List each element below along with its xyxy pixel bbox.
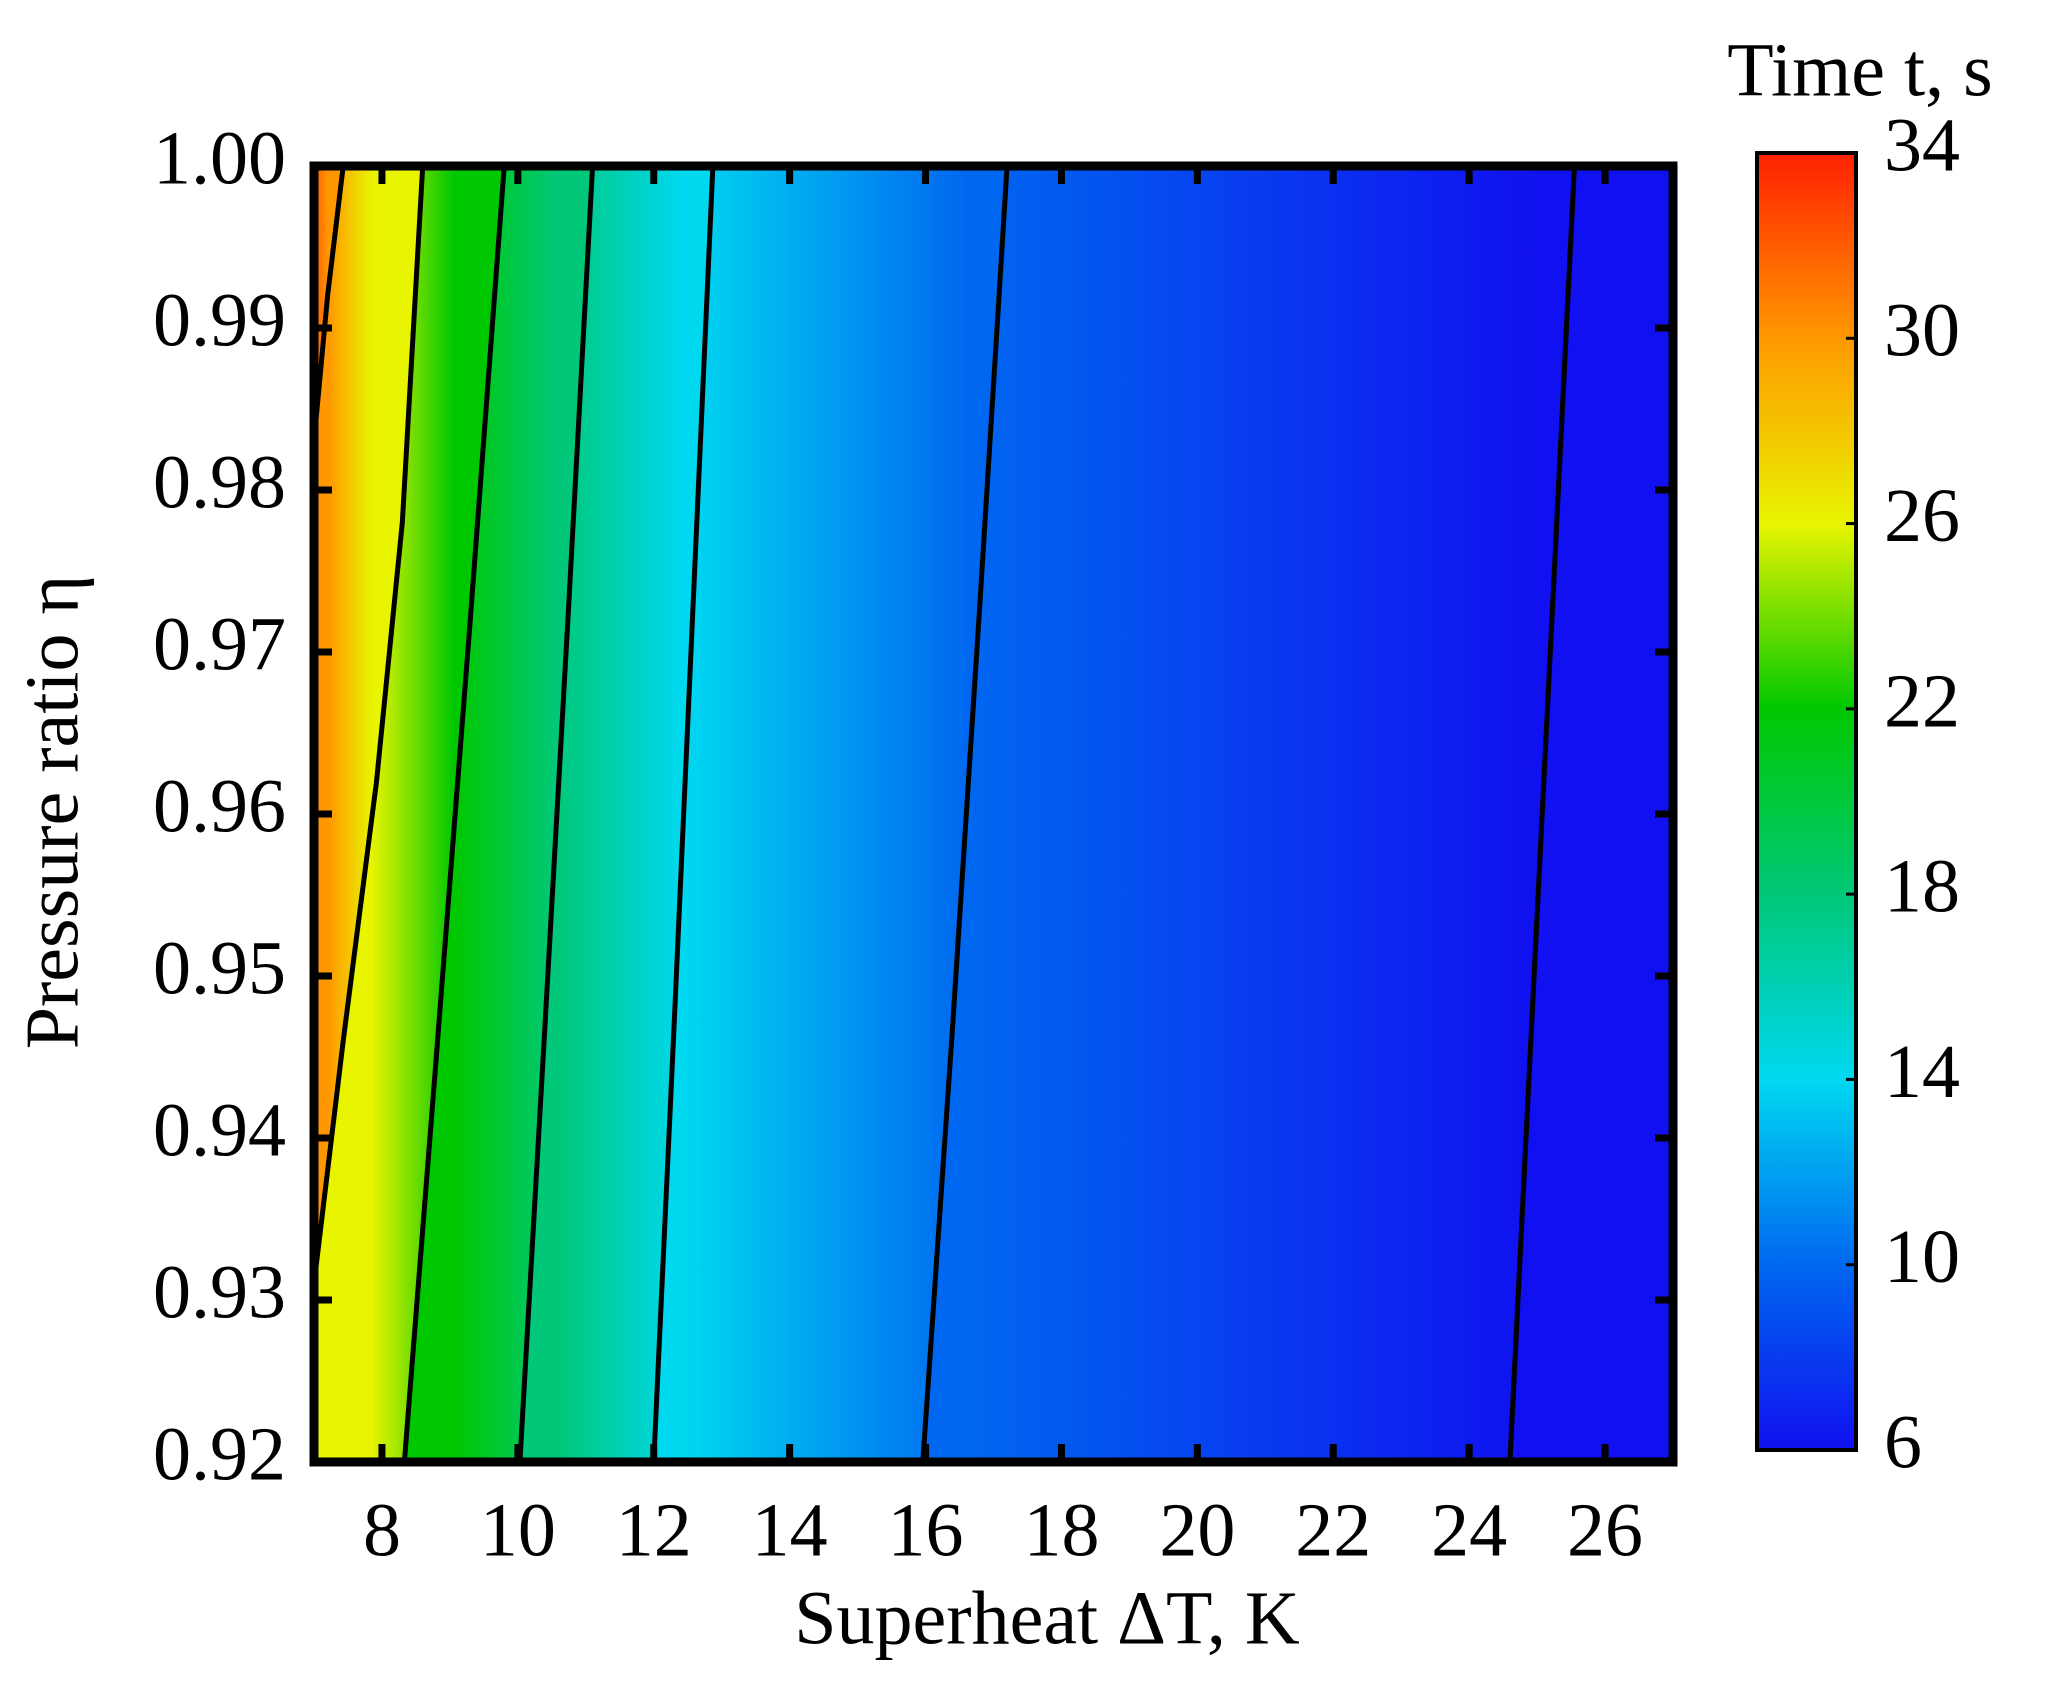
contour-region <box>314 166 344 442</box>
contour-line <box>401 165 507 1463</box>
x-tick-label: 12 <box>616 1488 692 1572</box>
y-tick-label: 0.97 <box>153 602 286 686</box>
colorbar-tick-label: 26 <box>1884 474 1960 558</box>
contour-line <box>920 165 1010 1463</box>
y-tick-label: 0.93 <box>153 1250 286 1334</box>
contour-line <box>311 165 426 1285</box>
colorbar-tick-label: 30 <box>1884 289 1960 373</box>
x-tick-label: 24 <box>1431 1488 1507 1572</box>
contour-line <box>311 165 346 442</box>
y-tick-label: 1.00 <box>153 116 286 200</box>
x-tick-label: 16 <box>888 1488 964 1572</box>
contour-line <box>517 165 596 1463</box>
y-tick-label: 0.96 <box>153 764 286 848</box>
x-tick-label: 22 <box>1295 1488 1371 1572</box>
x-tick-label: 14 <box>752 1488 828 1572</box>
contour-region <box>314 166 423 1284</box>
colorbar-tick-label: 10 <box>1884 1215 1960 1299</box>
x-tick-label: 20 <box>1159 1488 1235 1572</box>
colorbar-title: Time t, s <box>1727 28 1992 112</box>
colorbar <box>1755 151 1858 1452</box>
colorbar-tick-label: 14 <box>1884 1030 1960 1114</box>
x-axis-title: Superheat ΔT, K <box>794 1576 1300 1660</box>
colorbar-tick-label: 34 <box>1884 103 1960 187</box>
y-tick-label: 0.98 <box>153 440 286 524</box>
y-axis-title: Pressure ratio η <box>10 575 94 1050</box>
x-tick-label: 8 <box>363 1488 401 1572</box>
colorbar-tick-label: 18 <box>1884 845 1960 929</box>
y-tick-label: 0.94 <box>153 1088 286 1172</box>
x-tick-label: 26 <box>1567 1488 1643 1572</box>
contour-line <box>651 165 716 1463</box>
colorbar-tick-label: 6 <box>1884 1400 1922 1484</box>
contour-line <box>1507 165 1577 1463</box>
y-tick-label: 0.95 <box>153 926 286 1010</box>
colorbar-tick-label: 22 <box>1884 659 1960 743</box>
x-tick-label: 10 <box>480 1488 556 1572</box>
y-tick-label: 0.92 <box>153 1412 286 1496</box>
x-tick-label: 18 <box>1023 1488 1099 1572</box>
y-tick-label: 0.99 <box>153 278 286 362</box>
